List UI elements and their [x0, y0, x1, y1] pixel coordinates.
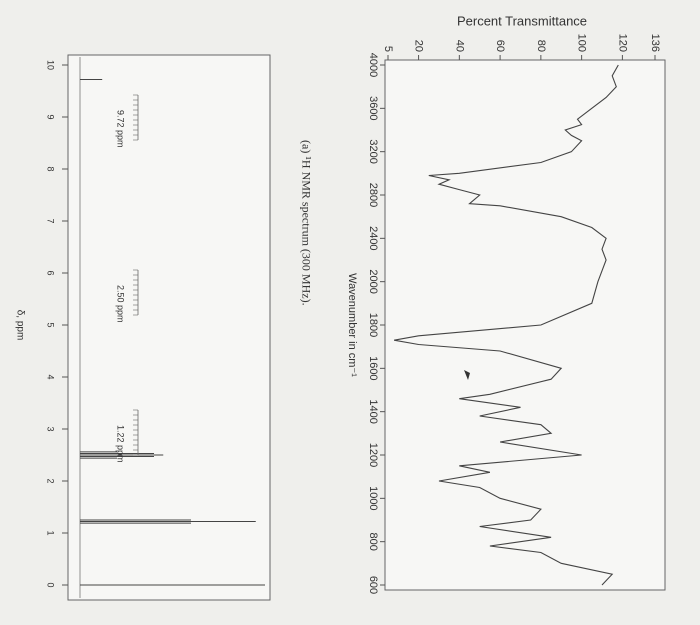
y-tick-label: 100 [576, 34, 588, 52]
x-tick-label: 3600 [367, 96, 379, 120]
y-tick-label: 136 [649, 34, 661, 52]
y-tick-label: 120 [616, 34, 628, 52]
y-tick-label: 60 [494, 40, 506, 52]
x-axis-label: Wavenumber in cm⁻¹ [346, 273, 358, 377]
y-tick-label: 80 [535, 40, 547, 52]
x-tick-label: 10 [46, 60, 56, 70]
x-tick-label: 0 [46, 582, 56, 587]
ir-plot-frame [384, 59, 666, 591]
x-tick-label: 2 [46, 478, 56, 483]
nmr-plot-frame [67, 54, 271, 601]
x-tick-label: 1400 [367, 399, 379, 423]
x-tick-label: 1800 [367, 313, 379, 337]
x-tick-label: 600 [367, 576, 379, 594]
x-tick-label: 4 [46, 374, 56, 379]
x-tick-label: 1000 [367, 486, 379, 510]
arrow [464, 370, 470, 380]
chart-title: (a) ¹H NMR spectrum (300 MHz). [299, 140, 313, 306]
x-axis-label: δ, ppm [14, 310, 25, 341]
y-tick-label: 20 [413, 40, 425, 52]
x-tick-label: 9 [46, 114, 56, 119]
inset-label: 2.50 ppm [116, 285, 126, 323]
x-tick-label: 2400 [367, 226, 379, 250]
y-tick-label: 40 [453, 40, 465, 52]
x-tick-label: 800 [367, 532, 379, 550]
x-tick-label: 5 [46, 322, 56, 327]
x-tick-label: 6 [46, 270, 56, 275]
y-axis-label: Percent Transmittance [457, 13, 587, 28]
y-tick-label: 5 [382, 46, 394, 52]
x-tick-label: 1 [46, 530, 56, 535]
x-tick-label: 8 [46, 166, 56, 171]
inset-label: 1.22 ppm [116, 425, 126, 463]
x-tick-label: 4000 [367, 53, 379, 77]
x-tick-label: 1600 [367, 356, 379, 380]
x-tick-label: 2800 [367, 183, 379, 207]
x-tick-label: 1200 [367, 443, 379, 467]
x-tick-label: 2000 [367, 269, 379, 293]
x-tick-label: 7 [46, 218, 56, 223]
ir-spectrum [394, 64, 619, 586]
x-tick-label: 3200 [367, 139, 379, 163]
inset-label: 9.72 ppm [116, 110, 126, 148]
x-tick-label: 3 [46, 426, 56, 431]
